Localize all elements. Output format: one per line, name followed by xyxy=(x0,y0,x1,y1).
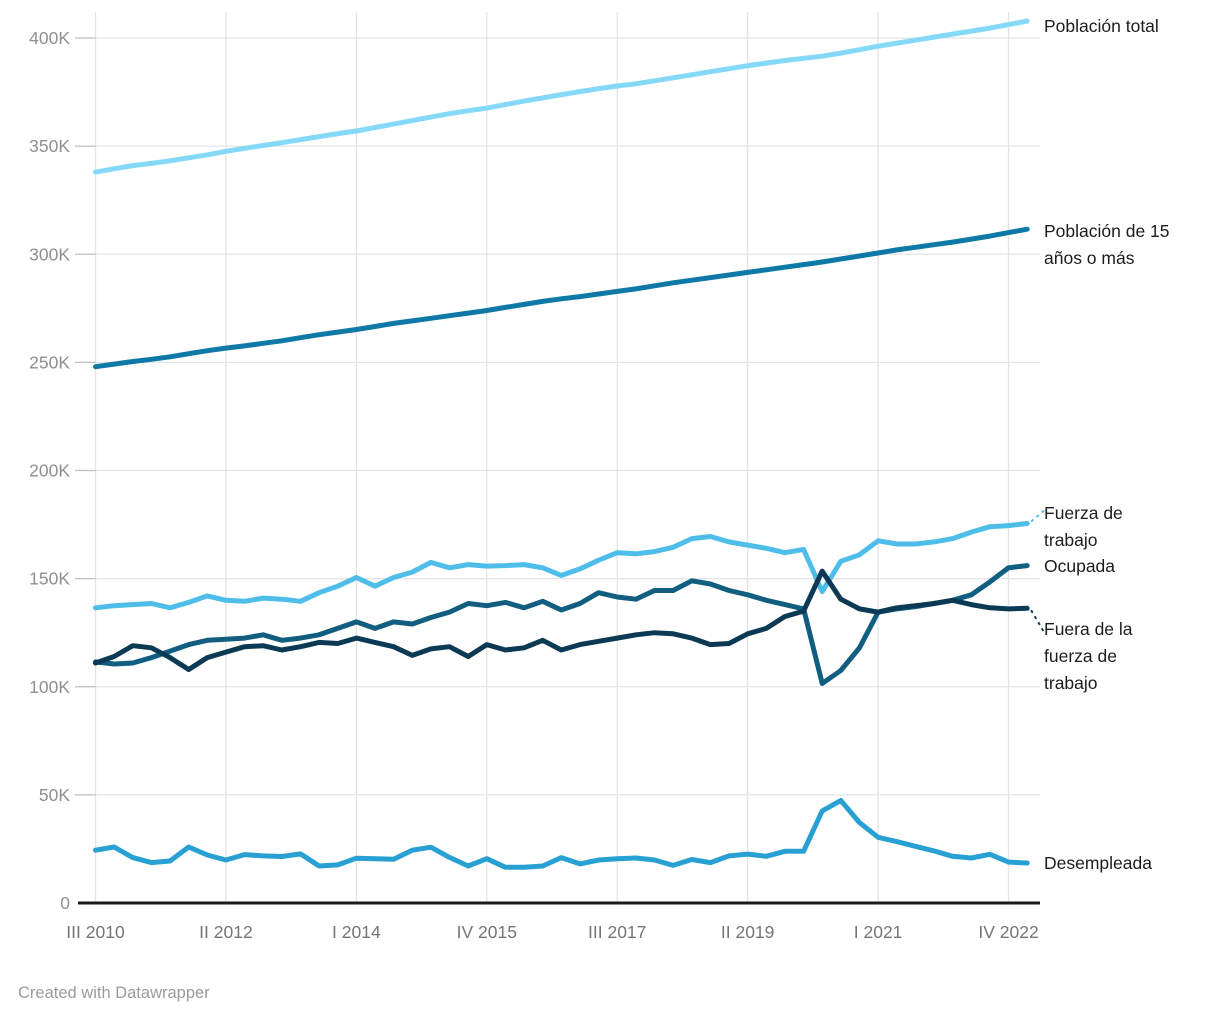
label-connector-fuera-de-la-fuerza xyxy=(1030,609,1046,633)
series-label-poblacion-15: Población de 15 años o más xyxy=(1044,221,1170,268)
x-axis-label: III 2010 xyxy=(66,922,125,942)
line-poblacion-15[interactable] xyxy=(93,226,1030,370)
line-poblacion-total[interactable] xyxy=(93,18,1030,175)
line-ocupada[interactable] xyxy=(93,563,1030,686)
line-fuerza-de-trabajo[interactable] xyxy=(93,521,1030,611)
x-axis-label: III 2017 xyxy=(588,922,646,942)
x-axis-label: II 2019 xyxy=(721,922,775,942)
y-axis-label: 350K xyxy=(29,136,70,156)
y-axis-label: 250K xyxy=(29,352,70,372)
series-label-fuerza-de-trabajo: Fuerza de trabajo xyxy=(1044,503,1123,550)
x-axis-label: IV 2015 xyxy=(457,922,517,942)
line-fuera-de-la-fuerza[interactable] xyxy=(93,568,1030,672)
line-desempleada[interactable] xyxy=(93,798,1030,870)
x-axis-label: II 2012 xyxy=(199,922,253,942)
datawrapper-credit[interactable]: Created with Datawrapper xyxy=(18,984,210,1002)
y-axis-label: 150K xyxy=(29,569,70,589)
y-axis-label: 400K xyxy=(29,28,70,48)
series-label-ocupada: Ocupada xyxy=(1044,556,1116,576)
y-axis-label: 200K xyxy=(29,461,70,481)
y-axis-label: 300K xyxy=(29,244,70,264)
y-axis-label: 100K xyxy=(29,677,70,697)
y-axis-label: 0 xyxy=(60,893,70,913)
label-connector-fuerza-de-trabajo xyxy=(1030,509,1045,523)
series-label-poblacion-total: Población total xyxy=(1044,16,1159,36)
x-axis-label: IV 2022 xyxy=(978,922,1038,942)
y-axis-label: 50K xyxy=(39,785,70,805)
x-axis-label: I 2021 xyxy=(854,922,903,942)
series-label-fuera-de-la-fuerza: Fuera de la fuerza de trabajo xyxy=(1044,619,1133,693)
series-label-desempleada: Desempleada xyxy=(1044,853,1152,873)
x-axis-label: I 2014 xyxy=(332,922,381,942)
